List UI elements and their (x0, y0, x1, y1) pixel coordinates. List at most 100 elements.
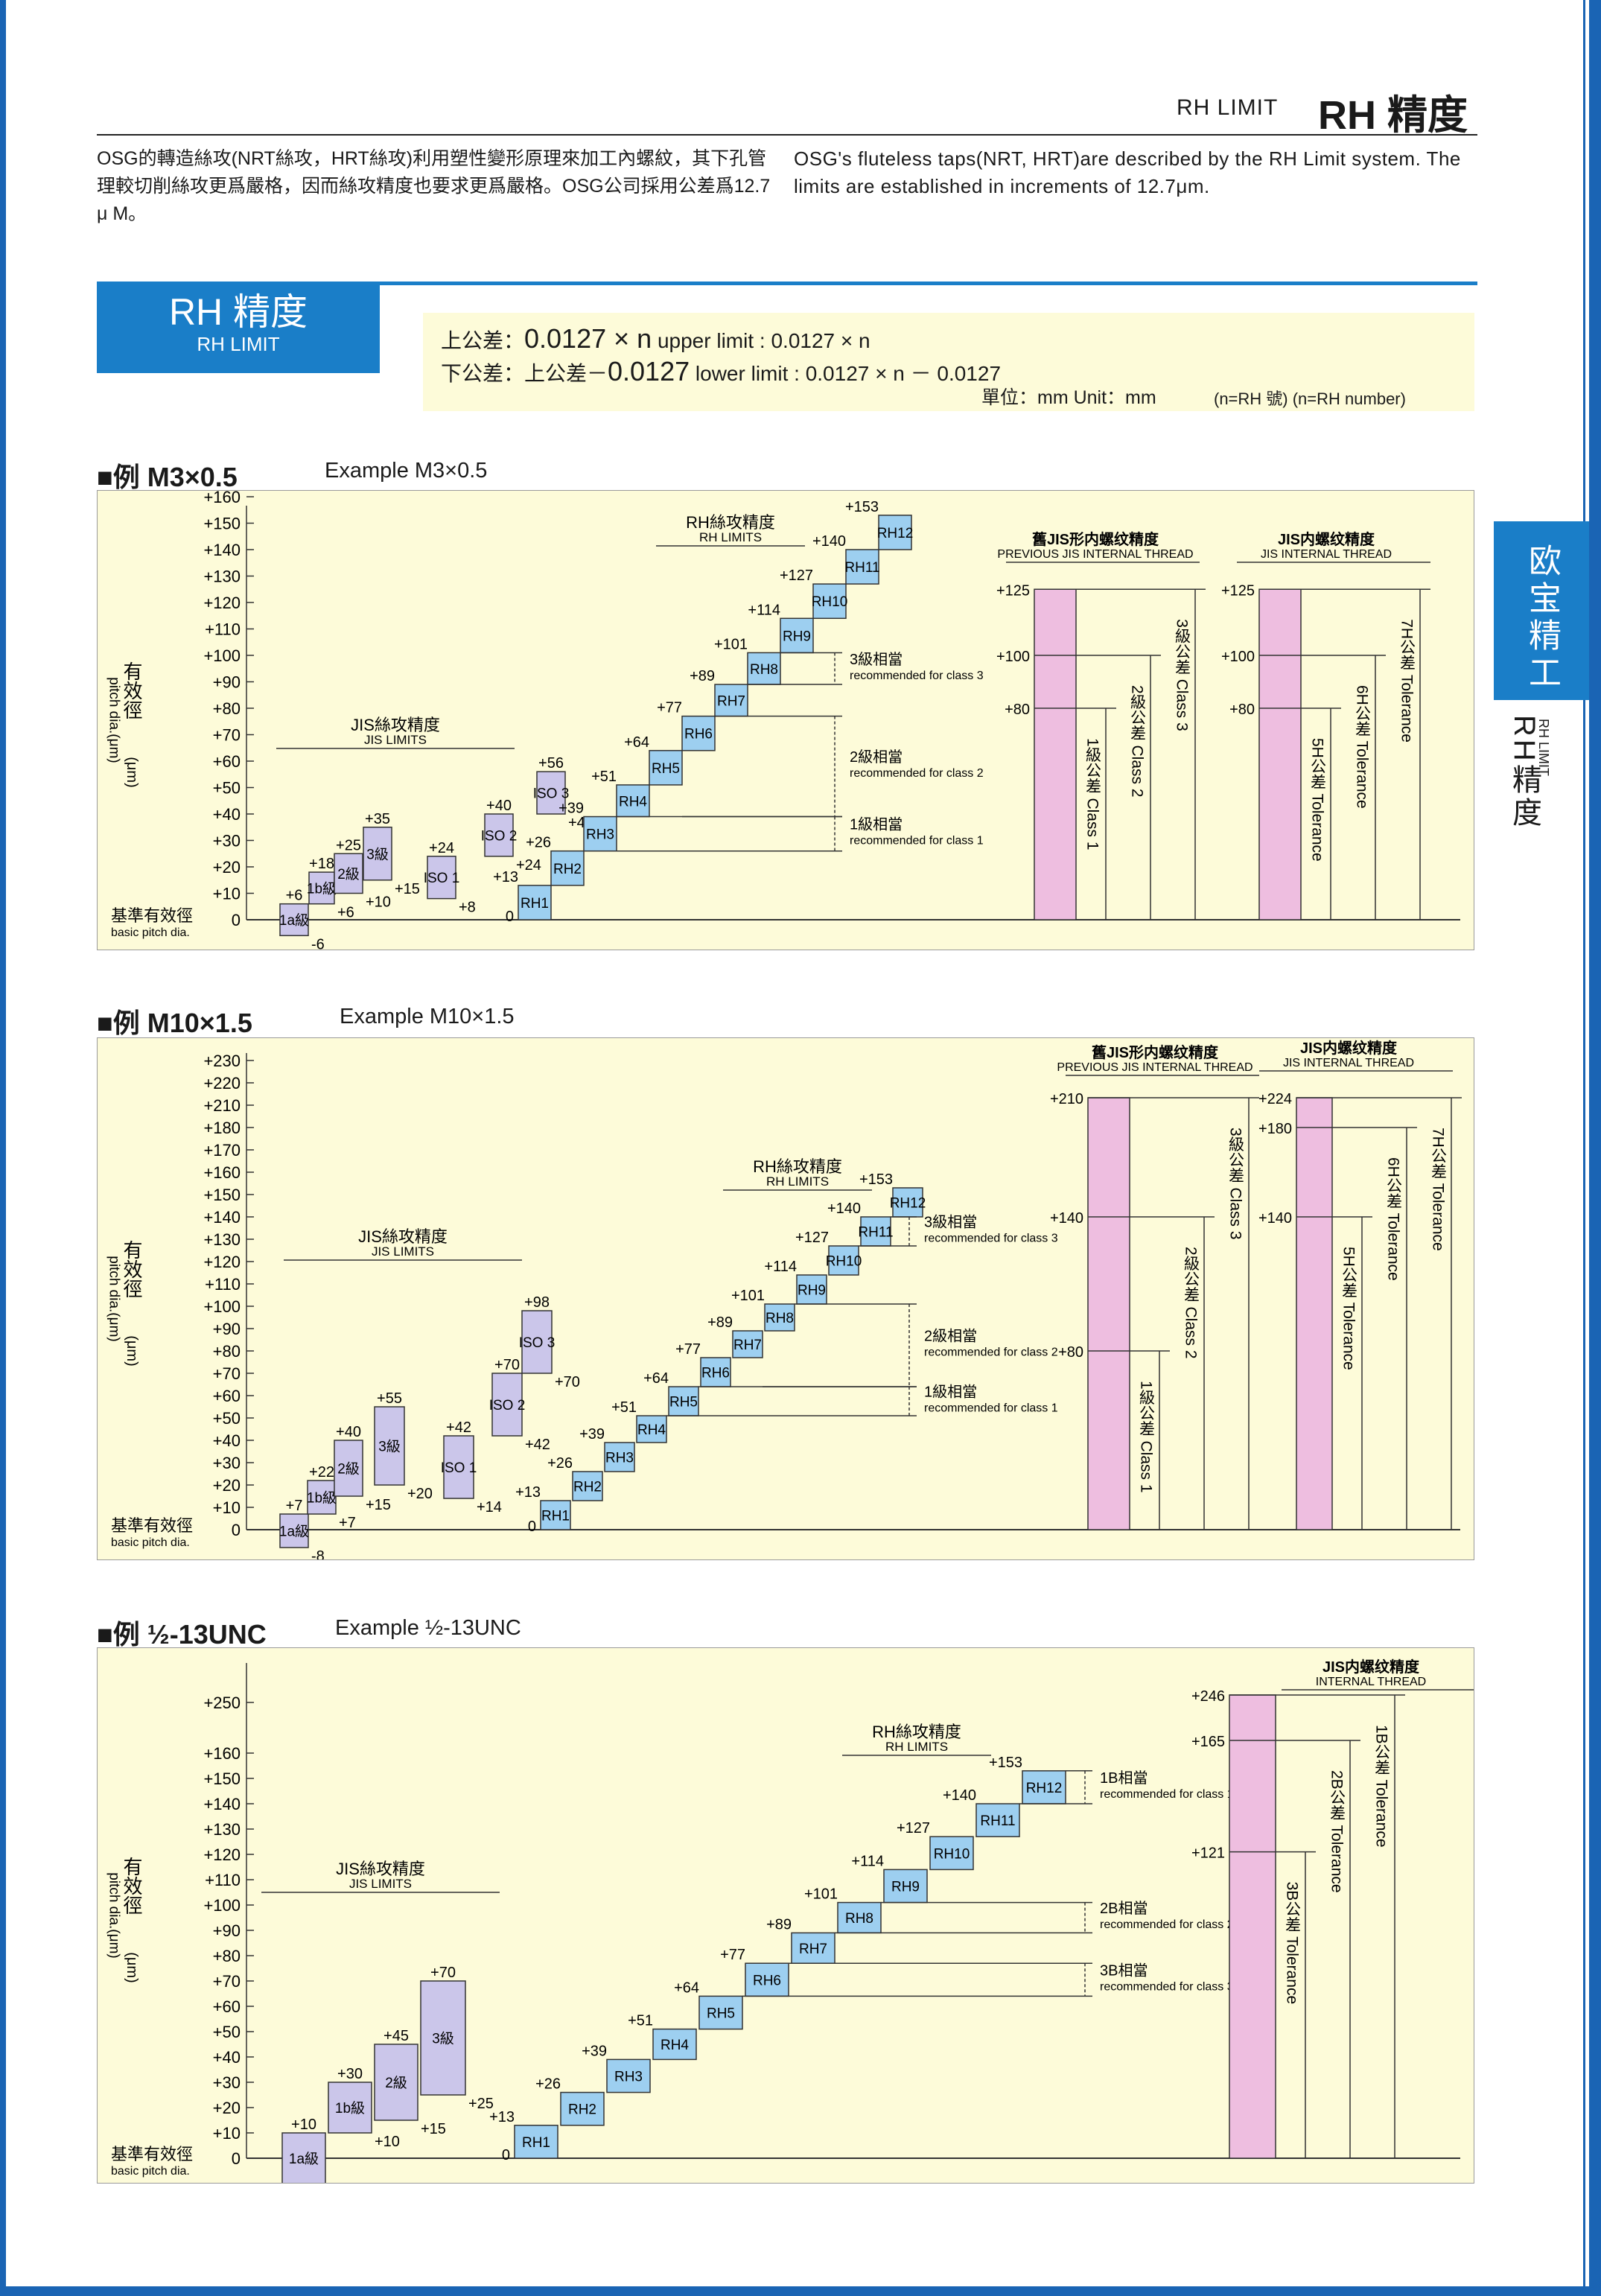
y-tick-label: +140 (203, 541, 241, 559)
thread-class-label: 5H公差 Tolerance (1340, 1247, 1358, 1370)
rh-bar-label: RH4 (637, 1422, 666, 1438)
rh-bar-label: RH8 (766, 1311, 794, 1326)
rec-label-cn: 3B相當 (1100, 1962, 1148, 1979)
thread-level-value: +246 (1191, 1688, 1225, 1705)
rec-label-en: recommended for class 1 (924, 1402, 1058, 1415)
y-tick-label: +130 (203, 567, 241, 586)
rh-bar (604, 1442, 635, 1472)
rh-bar-label: RH7 (733, 1338, 762, 1353)
rh-bar-upper: +26 (526, 835, 551, 851)
rh-bar-upper: +127 (780, 567, 813, 584)
y-tick-label: +40 (213, 1431, 241, 1450)
rec-label-en: recommended for class 3 (924, 1233, 1058, 1245)
rec-label-cn: 2級相當 (850, 748, 903, 766)
thread-header-cn: JIS内螺纹精度 (1278, 530, 1375, 548)
rh-bar-label: RH11 (858, 1225, 893, 1241)
thread-level-value: +210 (1050, 1091, 1083, 1107)
thread-class-label: 7H公差 Tolerance (1398, 619, 1416, 742)
rh-bar-upper: +64 (643, 1370, 669, 1387)
thread-level-value: +140 (1050, 1210, 1083, 1227)
rec-label-cn: 2級相當 (924, 1328, 977, 1345)
lower-prefix: 下公差：上公差－ (441, 362, 608, 385)
thread-header-cn: 舊JIS形内螺纹精度 (1032, 530, 1159, 548)
y-tick-label: +10 (213, 1498, 241, 1517)
y-tick-label: +10 (213, 2124, 241, 2143)
thread-header-en: PREVIOUS JIS INTERNAL THREAD (1057, 1061, 1253, 1074)
rh-bar-upper: +89 (690, 668, 715, 684)
rec-label-en: recommended for class 3B (1100, 1980, 1241, 1993)
y-tick-label: +170 (203, 1141, 241, 1160)
y-tick-label: +150 (203, 1186, 241, 1204)
thread-class-label: 1級公差 Class 1 (1084, 738, 1102, 850)
rh-bar-label: RH9 (891, 1880, 920, 1895)
header-limit-label: RH LIMIT (1177, 95, 1279, 120)
jis-bar-upper: +55 (377, 1390, 402, 1407)
rh-bar-label: RH7 (717, 693, 745, 709)
thread-header-en: PREVIOUS JIS INTERNAL THREAD (997, 548, 1193, 561)
rh-bar-upper: +64 (624, 734, 649, 751)
header-rule (97, 134, 1477, 136)
rh-bar-upper: +39 (579, 1426, 605, 1443)
thread-class-label: 7H公差 Tolerance (1430, 1128, 1448, 1251)
rh-zero-label: 0 (502, 2147, 510, 2163)
formula-box (423, 313, 1474, 411)
jis-bar (374, 1406, 405, 1486)
thread-level-value: +125 (996, 582, 1030, 599)
rh-bar (878, 515, 912, 550)
section-title-box: RH 精度 RH LIMIT (97, 285, 380, 373)
y-axis-label-en: pitch dia.(μm) (106, 1256, 122, 1341)
example-1-heading: ■例 M3×0.5 (97, 462, 238, 492)
rh-bar-label: RH9 (798, 1283, 826, 1299)
thread-class-label: 2級公差 Class 2 (1129, 685, 1147, 798)
rec-label-cn: 1級相當 (924, 1384, 977, 1401)
rh-bar-label: RH8 (750, 662, 778, 678)
jis-bar-label: 1b級 (335, 2100, 365, 2117)
page-frame-right-inner (1583, 0, 1585, 2296)
y-tick-label: +100 (203, 646, 241, 665)
jis-bar-lower: +70 (555, 1374, 580, 1390)
rec-label-cn: 3級相當 (850, 651, 903, 668)
rh-bar-upper: +39 (558, 801, 584, 817)
rh-bar-upper: +51 (591, 769, 617, 785)
jis-limits-label-en: JIS LIMITS (364, 733, 427, 747)
jis-limits-label-en: JIS LIMITS (372, 1244, 434, 1259)
rh-bar-upper: +153 (859, 1171, 893, 1188)
thread-bar (1296, 1097, 1333, 1530)
side-tab-text: 欧宝精工 (1524, 544, 1560, 693)
example-3-sub: Example ½-13UNC (335, 1616, 521, 1640)
intro-chinese: OSG的轉造絲攻(NRT絲攻，HRT絲攻)利用塑性變形原理來加工內螺紋，其下孔管… (97, 148, 771, 224)
rec-label-en: recommended for class 3 (850, 670, 984, 682)
y-tick-label: +20 (213, 858, 241, 877)
jis-bar-lower: +10 (375, 2134, 400, 2150)
thread-level-value: +224 (1258, 1091, 1292, 1107)
y-tick-label: +50 (213, 779, 241, 798)
rh-limits-label-en: RH LIMITS (766, 1174, 829, 1189)
jis-bar-upper: +24 (429, 840, 454, 856)
rh-bar (1022, 1770, 1066, 1804)
rec-label-cn: 3級相當 (924, 1214, 977, 1231)
jis-bar-lower: -8 (311, 1548, 325, 1559)
jis-bar-lower: +8 (459, 900, 476, 916)
thread-header-cn: 舊JIS形内螺纹精度 (1092, 1043, 1219, 1061)
lower-main: 0.0127 (608, 356, 690, 387)
y-tick-label: +90 (213, 1921, 241, 1940)
section-title: RH 精度 (168, 291, 308, 333)
y-tick-label: +120 (203, 1845, 241, 1864)
jis-bar-label: ISO 2 (481, 828, 518, 844)
rh-bar-label: RH12 (877, 526, 914, 541)
jis-bar-lower: +14 (477, 1499, 502, 1516)
y-axis-label-en: pitch dia.(μm) (106, 677, 122, 763)
jis-bar-label: 3級 (378, 1439, 401, 1455)
rh-bar-label: RH10 (826, 1254, 862, 1270)
rh-bar-label: RH8 (845, 1911, 873, 1927)
thread-level-value: +165 (1191, 1734, 1225, 1750)
rh-bar-upper: +13 (515, 1484, 541, 1501)
jis-bar-lower: +42 (525, 1437, 550, 1453)
jis-bar-label: ISO 1 (441, 1460, 477, 1476)
jis-bar-upper: +56 (538, 755, 564, 772)
rh-bar (845, 549, 879, 585)
rh-bar (796, 1274, 827, 1305)
unit-note: 單位：mm Unit：mm (981, 387, 1156, 408)
